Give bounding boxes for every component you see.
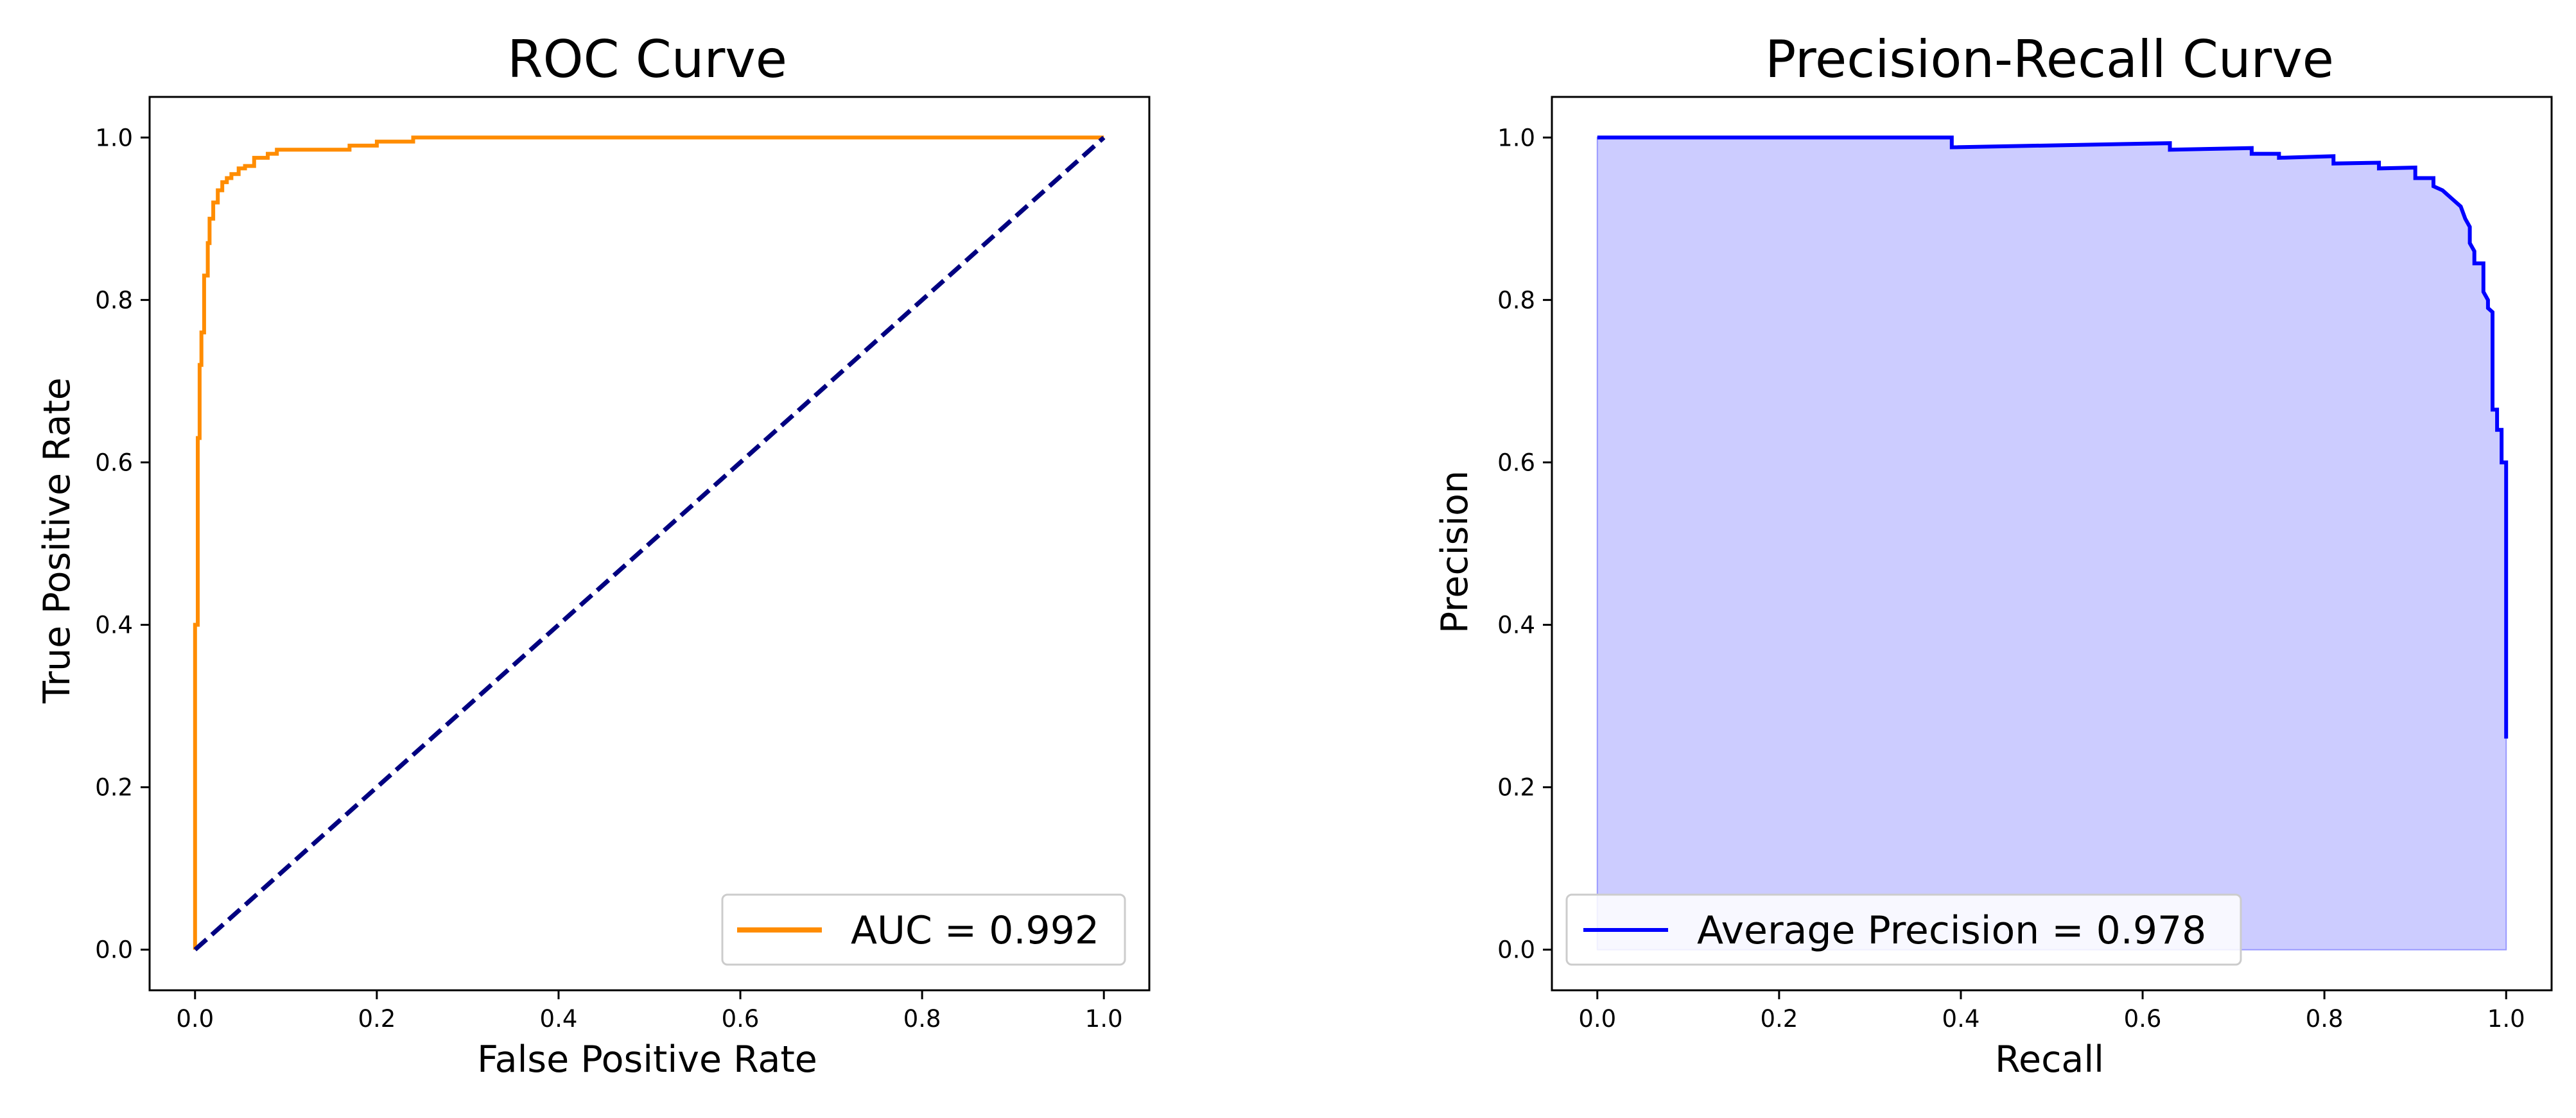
pr-ytick-label-5: 1.0 [1497, 124, 1535, 151]
pr-ytick-label-1: 0.2 [1497, 774, 1535, 802]
pr-xlabel: Recall [1995, 1038, 2104, 1081]
pr-plot-area: 0.0 0.2 0.4 0.6 0.8 1.0 0.0 0.2 0.4 0.6 0.8 1.0 [1497, 96, 2553, 1033]
pr-xtick-label-5: 1.0 [2487, 1005, 2525, 1033]
pr-xtick-label-1: 0.2 [1760, 1005, 1798, 1033]
roc-xtick-label-2: 0.4 [540, 1005, 578, 1033]
roc-ytick-label-3: 0.6 [95, 449, 133, 476]
roc-ytick-label-4: 0.8 [95, 286, 133, 314]
roc-ytick-label-0: 0.0 [95, 936, 133, 964]
pr-xtick-label-3: 0.6 [2124, 1005, 2162, 1033]
pr-series-0-line [1597, 135, 2509, 739]
roc-xlabel: False Positive Rate [477, 1038, 817, 1081]
roc-xtick-label-1: 0.2 [358, 1005, 396, 1033]
pr-legend-label: Average Precision = 0.978 [1697, 908, 2206, 953]
pr-series-0-fill [1596, 137, 2507, 950]
pr-ytick-label-4: 0.8 [1497, 286, 1535, 314]
pr-axes-frame [1551, 96, 2553, 992]
roc-legend-box [721, 893, 1126, 966]
pr-legend-box [1565, 893, 2242, 966]
pr-ylabel: Precision [1434, 470, 1476, 633]
roc-xtick-label-0: 0.0 [176, 1005, 214, 1033]
pr-ytick-label-2: 0.4 [1497, 612, 1535, 639]
roc-xtick-label-4: 0.8 [903, 1005, 941, 1033]
roc-ylabel: True Positive Rate [36, 377, 78, 704]
roc-ytick-label-2: 0.4 [95, 612, 133, 639]
pr-ytick-label-3: 0.6 [1497, 449, 1535, 476]
pr-xtick-label-2: 0.4 [1942, 1005, 1980, 1033]
pr-title: Precision-Recall Curve [1765, 30, 2334, 89]
roc-legend: AUC = 0.992 [721, 893, 1126, 966]
roc-ytick-label-1: 0.2 [95, 774, 133, 802]
roc-series-1-line [193, 135, 1106, 952]
roc-xtick-label-3: 0.6 [722, 1005, 760, 1033]
roc-panel: ROC Curve 0.0 0.2 0.4 0.6 0.8 1.0 0.0 0.2 0.4 0.6… [36, 30, 1151, 1081]
roc-series-0-line [193, 135, 1104, 950]
roc-legend-label: AUC = 0.992 [851, 908, 1099, 953]
pr-xtick-label-4: 0.8 [2306, 1005, 2344, 1033]
roc-ytick-label-5: 1.0 [95, 124, 133, 151]
pr-ytick-label-0: 0.0 [1497, 936, 1535, 964]
roc-title: ROC Curve [507, 30, 787, 89]
roc-xtick-label-5: 1.0 [1085, 1005, 1123, 1033]
roc-plot-area: 0.0 0.2 0.4 0.6 0.8 1.0 0.0 0.2 0.4 0.6 0.8 1.0 [95, 96, 1151, 1033]
pr-legend: Average Precision = 0.978 [1565, 893, 2242, 966]
roc-axes-frame [148, 96, 1151, 992]
pr-panel: Precision-Recall Curve 0.0 0.2 0.4 0.6 0.8 1.… [1434, 30, 2553, 1081]
pr-xtick-label-0: 0.0 [1578, 1005, 1616, 1033]
